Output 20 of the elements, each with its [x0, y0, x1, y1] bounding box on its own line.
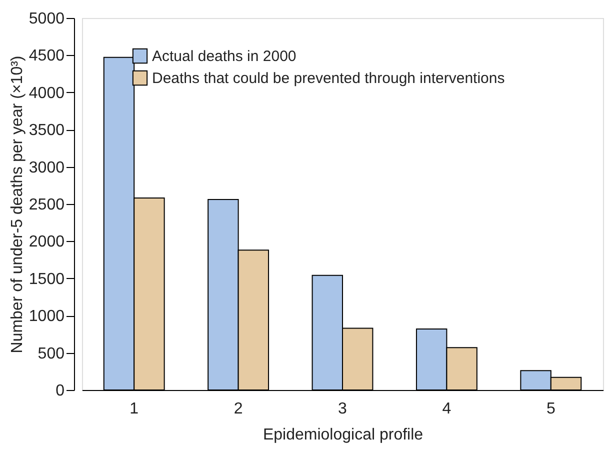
- x-tick-label: 4: [442, 400, 452, 418]
- y-tick-label: 2000: [28, 234, 65, 251]
- x-tick-label: 3: [338, 400, 348, 418]
- y-tick-label: 4500: [28, 48, 65, 65]
- y-tick-label: 1000: [28, 308, 65, 326]
- x-tick-label: 1: [130, 400, 139, 418]
- y-tick-label: 3500: [28, 122, 65, 140]
- y-tick-label: 1500: [28, 270, 65, 288]
- y-tick-label: 4000: [28, 84, 65, 102]
- legend-label: Deaths that could be prevented through interventions: [152, 70, 505, 87]
- y-axis-title: Number of under-5 deaths per year (×10³): [8, 56, 26, 354]
- legend-label: Actual deaths in 2000: [152, 48, 296, 65]
- x-axis-title: Epidemiological profile: [262, 426, 424, 444]
- x-tick-label: 2: [234, 400, 243, 418]
- y-tick-label: 5000: [28, 10, 65, 28]
- x-tick-label: 5: [546, 400, 556, 418]
- y-tick-label: 0: [56, 382, 65, 400]
- y-tick-label: 3000: [28, 159, 65, 176]
- y-tick-label: 500: [38, 345, 65, 362]
- y-tick-label: 2500: [28, 196, 65, 214]
